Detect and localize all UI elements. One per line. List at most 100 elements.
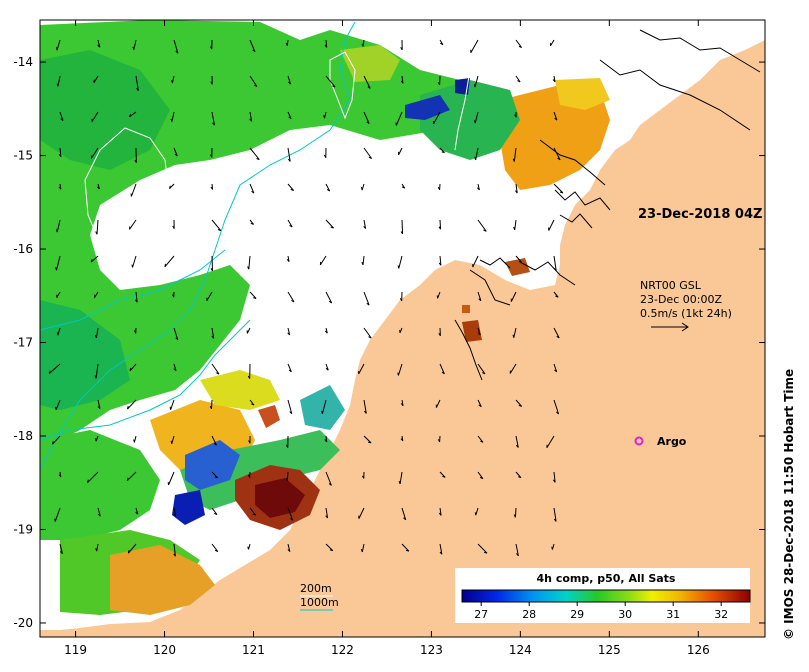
current-vector-head bbox=[209, 46, 213, 50]
current-vector-head bbox=[173, 513, 176, 517]
current-vector-head bbox=[253, 297, 257, 299]
current-vector bbox=[211, 435, 217, 446]
current-vector-head bbox=[212, 122, 215, 126]
current-vector bbox=[510, 291, 517, 302]
current-vector-head bbox=[127, 405, 129, 410]
current-vector bbox=[363, 111, 370, 124]
current-vector-head bbox=[474, 512, 477, 516]
current-vector-head bbox=[214, 476, 218, 479]
current-vector-head bbox=[518, 261, 522, 263]
current-vector-head bbox=[164, 263, 166, 267]
current-vector-head bbox=[170, 440, 173, 444]
current-vector bbox=[550, 39, 555, 47]
current-vector bbox=[93, 75, 99, 83]
current-vector-head bbox=[134, 159, 137, 163]
current-vector bbox=[211, 363, 220, 375]
current-vector bbox=[399, 471, 403, 484]
current-vector-head bbox=[170, 118, 173, 122]
current-vector-head bbox=[58, 154, 62, 158]
current-vector-head bbox=[321, 410, 323, 414]
current-vector-head bbox=[518, 476, 522, 479]
current-vector bbox=[553, 327, 560, 339]
current-vector bbox=[169, 183, 175, 189]
current-vector-head bbox=[556, 335, 560, 339]
current-vector-head bbox=[554, 117, 558, 121]
current-vector-head bbox=[209, 154, 213, 158]
current-vector-head bbox=[438, 512, 442, 516]
current-vector bbox=[59, 543, 63, 554]
current-vector-head bbox=[442, 475, 446, 478]
current-vector-head bbox=[128, 113, 132, 118]
current-vector bbox=[319, 255, 327, 266]
current-vector bbox=[287, 111, 292, 119]
current-vector bbox=[363, 399, 367, 414]
current-vector bbox=[474, 75, 479, 88]
current-vector-head bbox=[171, 80, 173, 84]
current-vector-head bbox=[483, 229, 487, 232]
current-vector bbox=[59, 147, 62, 157]
current-time-label: 23-Dec 00:00Z bbox=[640, 293, 722, 306]
current-vector bbox=[287, 291, 295, 303]
argo-label: Argo bbox=[657, 435, 687, 448]
current-vector-head bbox=[332, 85, 336, 88]
current-vector bbox=[96, 219, 99, 235]
current-vector bbox=[439, 543, 443, 555]
current-vector-head bbox=[173, 368, 177, 372]
lon-tick-label: 120 bbox=[153, 643, 176, 657]
current-vector-head bbox=[254, 84, 258, 88]
lon-tick-label: 121 bbox=[242, 643, 265, 657]
current-vector bbox=[325, 75, 336, 88]
current-vector-head bbox=[399, 298, 403, 302]
current-vector bbox=[439, 471, 446, 478]
current-vector bbox=[249, 39, 256, 52]
current-vector-head bbox=[552, 79, 556, 83]
depth-200m-label: 200m bbox=[300, 582, 332, 595]
current-vector bbox=[287, 147, 291, 162]
current-vector-head bbox=[288, 369, 292, 373]
current-vector bbox=[325, 291, 333, 304]
current-vector-head bbox=[287, 332, 291, 336]
current-vector bbox=[56, 39, 61, 51]
current-vector-head bbox=[55, 229, 58, 233]
current-vector-head bbox=[478, 298, 482, 302]
current-vector bbox=[475, 147, 479, 160]
current-vector-head bbox=[96, 186, 100, 190]
current-vector bbox=[401, 507, 407, 520]
current-vector-head bbox=[368, 156, 372, 159]
current-vector bbox=[401, 75, 404, 84]
current-vector bbox=[324, 111, 327, 119]
current-vector-head bbox=[290, 518, 294, 521]
current-vector bbox=[211, 255, 213, 271]
current-vector bbox=[211, 327, 215, 339]
current-vector-head bbox=[97, 44, 101, 48]
current-vector bbox=[128, 543, 137, 554]
current-vector bbox=[553, 363, 558, 373]
current-vector-head bbox=[329, 549, 333, 552]
current-vector bbox=[171, 75, 175, 84]
latitude-axis: -14 -15 -16 -17 -18 -19 -20 bbox=[13, 55, 765, 630]
current-vector bbox=[401, 543, 410, 552]
current-vector-head bbox=[477, 332, 481, 336]
current-vector-head bbox=[174, 153, 178, 157]
current-vector-head bbox=[512, 158, 515, 162]
current-vector-head bbox=[440, 42, 444, 46]
current-vector bbox=[437, 291, 441, 299]
current-vector bbox=[135, 75, 139, 91]
current-vector bbox=[515, 39, 523, 48]
current-vector bbox=[211, 111, 215, 126]
current-vector bbox=[173, 327, 179, 340]
current-vector bbox=[515, 183, 518, 194]
current-vector bbox=[59, 111, 64, 121]
argo-marker-icon bbox=[634, 436, 644, 446]
current-vector bbox=[173, 363, 177, 371]
current-vector-head bbox=[288, 116, 292, 120]
current-vector bbox=[475, 507, 479, 516]
current-vector bbox=[325, 543, 334, 551]
current-vector bbox=[363, 147, 373, 159]
sst-colorbar: 4h comp, p50, All Sats 27 28 29 30 31 32 bbox=[455, 568, 751, 623]
current-vector-head bbox=[133, 439, 135, 443]
current-vector-head bbox=[58, 474, 62, 478]
current-vector bbox=[325, 39, 328, 48]
current-vector bbox=[127, 399, 137, 410]
current-vector bbox=[95, 327, 99, 339]
